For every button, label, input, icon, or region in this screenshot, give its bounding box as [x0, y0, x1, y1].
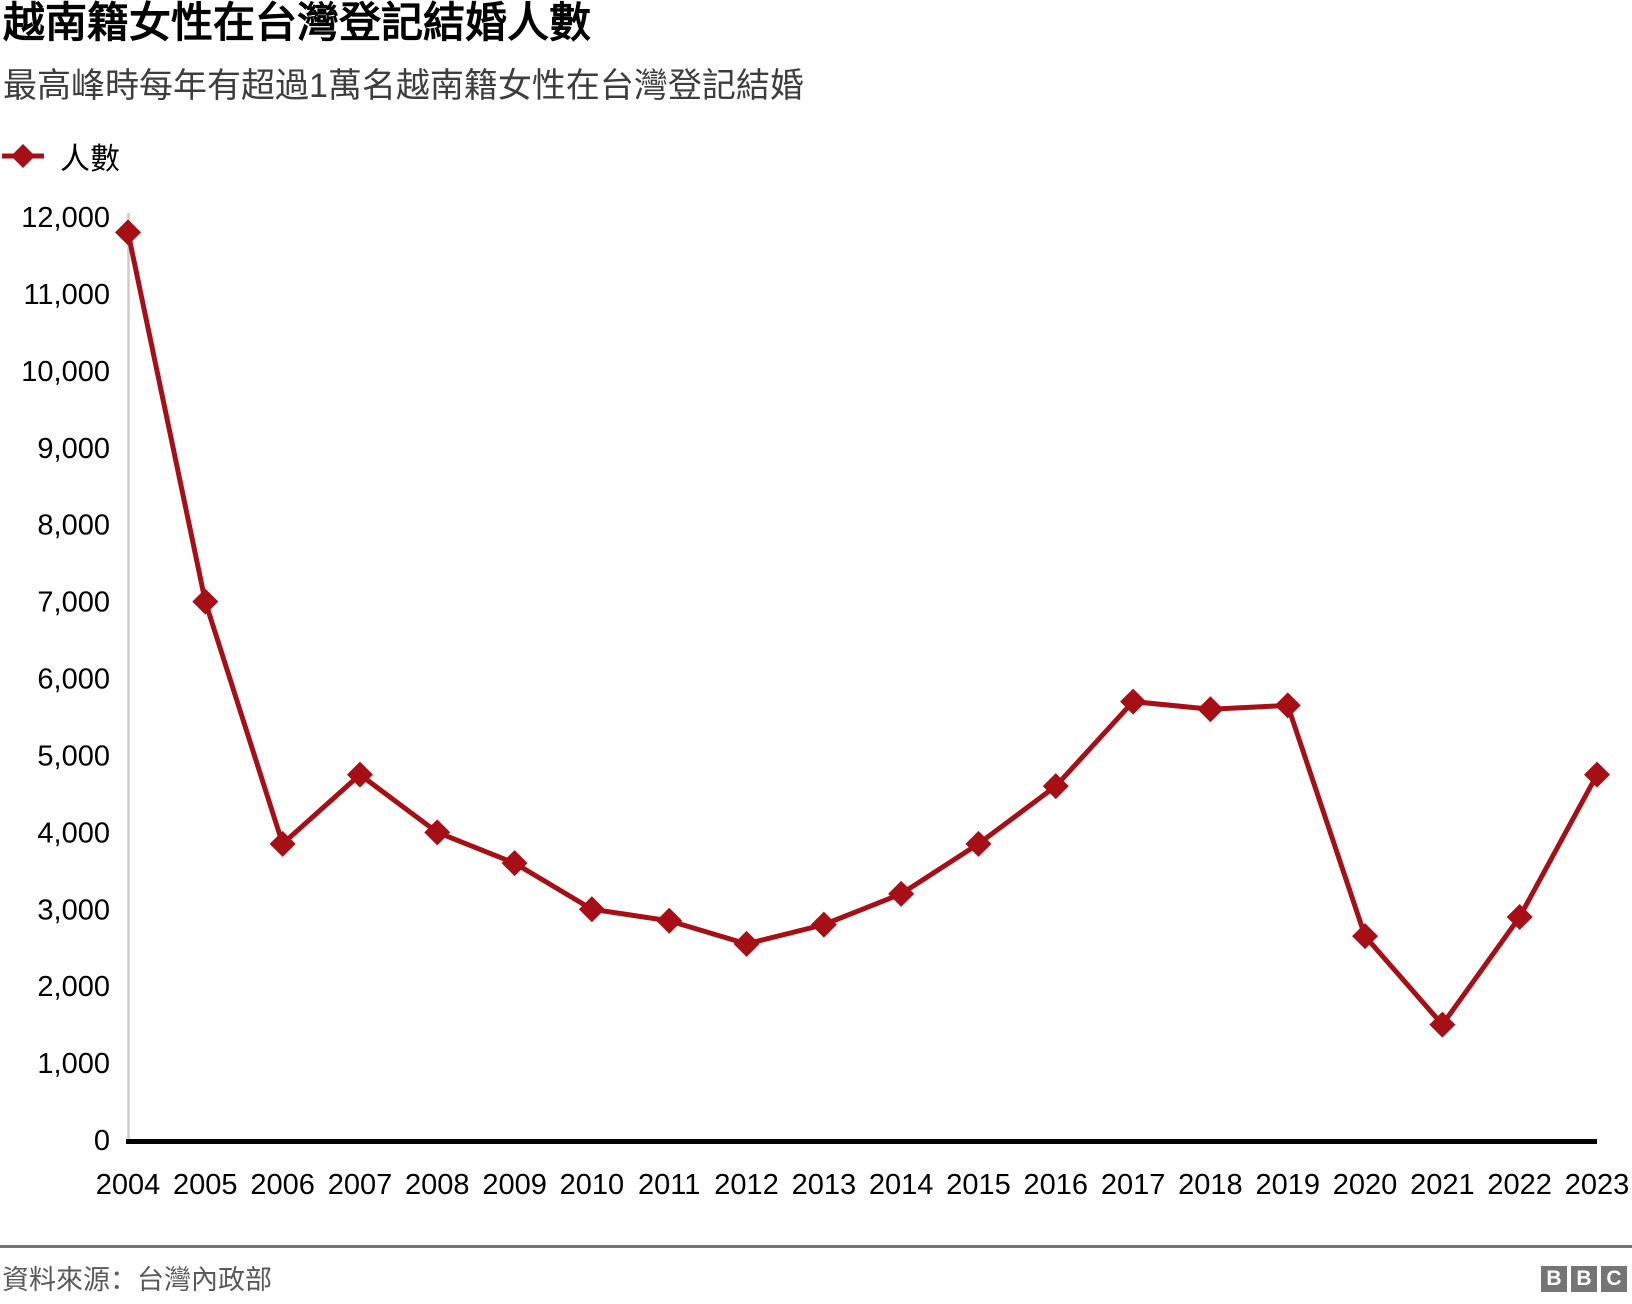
diamond-icon: [2, 144, 44, 168]
data-point-marker: [1584, 761, 1610, 788]
x-tick-label: 2021: [1410, 1169, 1475, 1201]
x-tick-label: 2014: [869, 1169, 934, 1201]
x-tick-label: 2009: [482, 1169, 547, 1201]
x-tick-label: 2016: [1024, 1169, 1089, 1201]
x-tick-label: 2020: [1333, 1169, 1398, 1201]
data-point-marker: [192, 588, 219, 615]
y-tick-label: 1,000: [37, 1048, 110, 1080]
legend: 人數: [2, 134, 120, 178]
x-tick-label: 2015: [946, 1169, 1011, 1201]
data-point-marker: [115, 219, 141, 246]
x-tick-label: 2010: [560, 1169, 625, 1201]
x-tick-label: 2023: [1565, 1169, 1630, 1201]
data-point-marker: [1042, 773, 1069, 800]
data-point-marker: [1352, 923, 1379, 950]
x-tick-label: 2013: [792, 1169, 857, 1201]
y-tick-label: 9,000: [37, 433, 110, 465]
data-point-marker: [1274, 692, 1301, 719]
data-point-marker: [733, 930, 760, 957]
legend-label: 人數: [60, 143, 120, 176]
logo-letter: B: [1541, 1266, 1567, 1292]
x-tick-label: 2005: [173, 1169, 238, 1201]
y-tick-label: 6,000: [37, 664, 110, 696]
data-point-marker: [501, 850, 528, 877]
data-point-marker: [656, 907, 683, 934]
y-tick-label: 11,000: [23, 279, 110, 311]
logo-letter: B: [1571, 1266, 1597, 1292]
data-point-marker: [810, 911, 837, 938]
x-tick-label: 2004: [96, 1169, 161, 1201]
x-tick-label: 2011: [638, 1169, 700, 1201]
data-point-marker: [424, 819, 451, 846]
data-line: [125, 231, 1600, 1029]
data-point-marker: [965, 830, 992, 857]
x-tick-label: 2008: [405, 1169, 470, 1201]
data-point-marker: [1429, 1011, 1456, 1038]
chart-title: 越南籍女性在台灣登記結婚人數: [3, 0, 592, 46]
y-tick-label: 3,000: [37, 894, 110, 926]
y-tick-label: 4,000: [37, 817, 110, 849]
y-tick-label: 2,000: [37, 971, 110, 1003]
y-tick-label: 8,000: [37, 510, 110, 542]
chart-subtitle: 最高峰時每年有超過1萬名越南籍女性在台灣登記結婚: [3, 67, 804, 105]
x-tick-label: 2017: [1101, 1169, 1166, 1201]
x-tick-label: 2007: [328, 1169, 393, 1201]
x-tick-label: 2019: [1255, 1169, 1320, 1201]
data-point-marker: [1197, 696, 1224, 723]
y-tick-label: 5,000: [37, 740, 110, 772]
y-tick-label: 10,000: [21, 356, 110, 388]
x-tick-label: 2018: [1178, 1169, 1243, 1201]
legend-diamond: [11, 144, 35, 168]
y-tick-label: 7,000: [37, 587, 110, 619]
data-point-marker: [346, 761, 373, 788]
y-tick-label: 12,000: [21, 202, 110, 234]
data-point-marker: [1506, 903, 1533, 930]
data-point-marker: [269, 830, 296, 857]
x-tick-label: 2006: [250, 1169, 315, 1201]
x-tick-label: 2012: [714, 1169, 779, 1201]
data-point-marker: [1120, 688, 1147, 715]
footer-divider: [0, 1245, 1632, 1248]
data-point-marker: [888, 880, 915, 907]
logo-letter: C: [1601, 1266, 1627, 1292]
y-tick-label: 0: [94, 1125, 110, 1157]
x-tick-label: 2022: [1487, 1169, 1552, 1201]
data-point-marker: [578, 896, 605, 923]
source-text: 資料來源：台灣內政部: [2, 1265, 272, 1295]
